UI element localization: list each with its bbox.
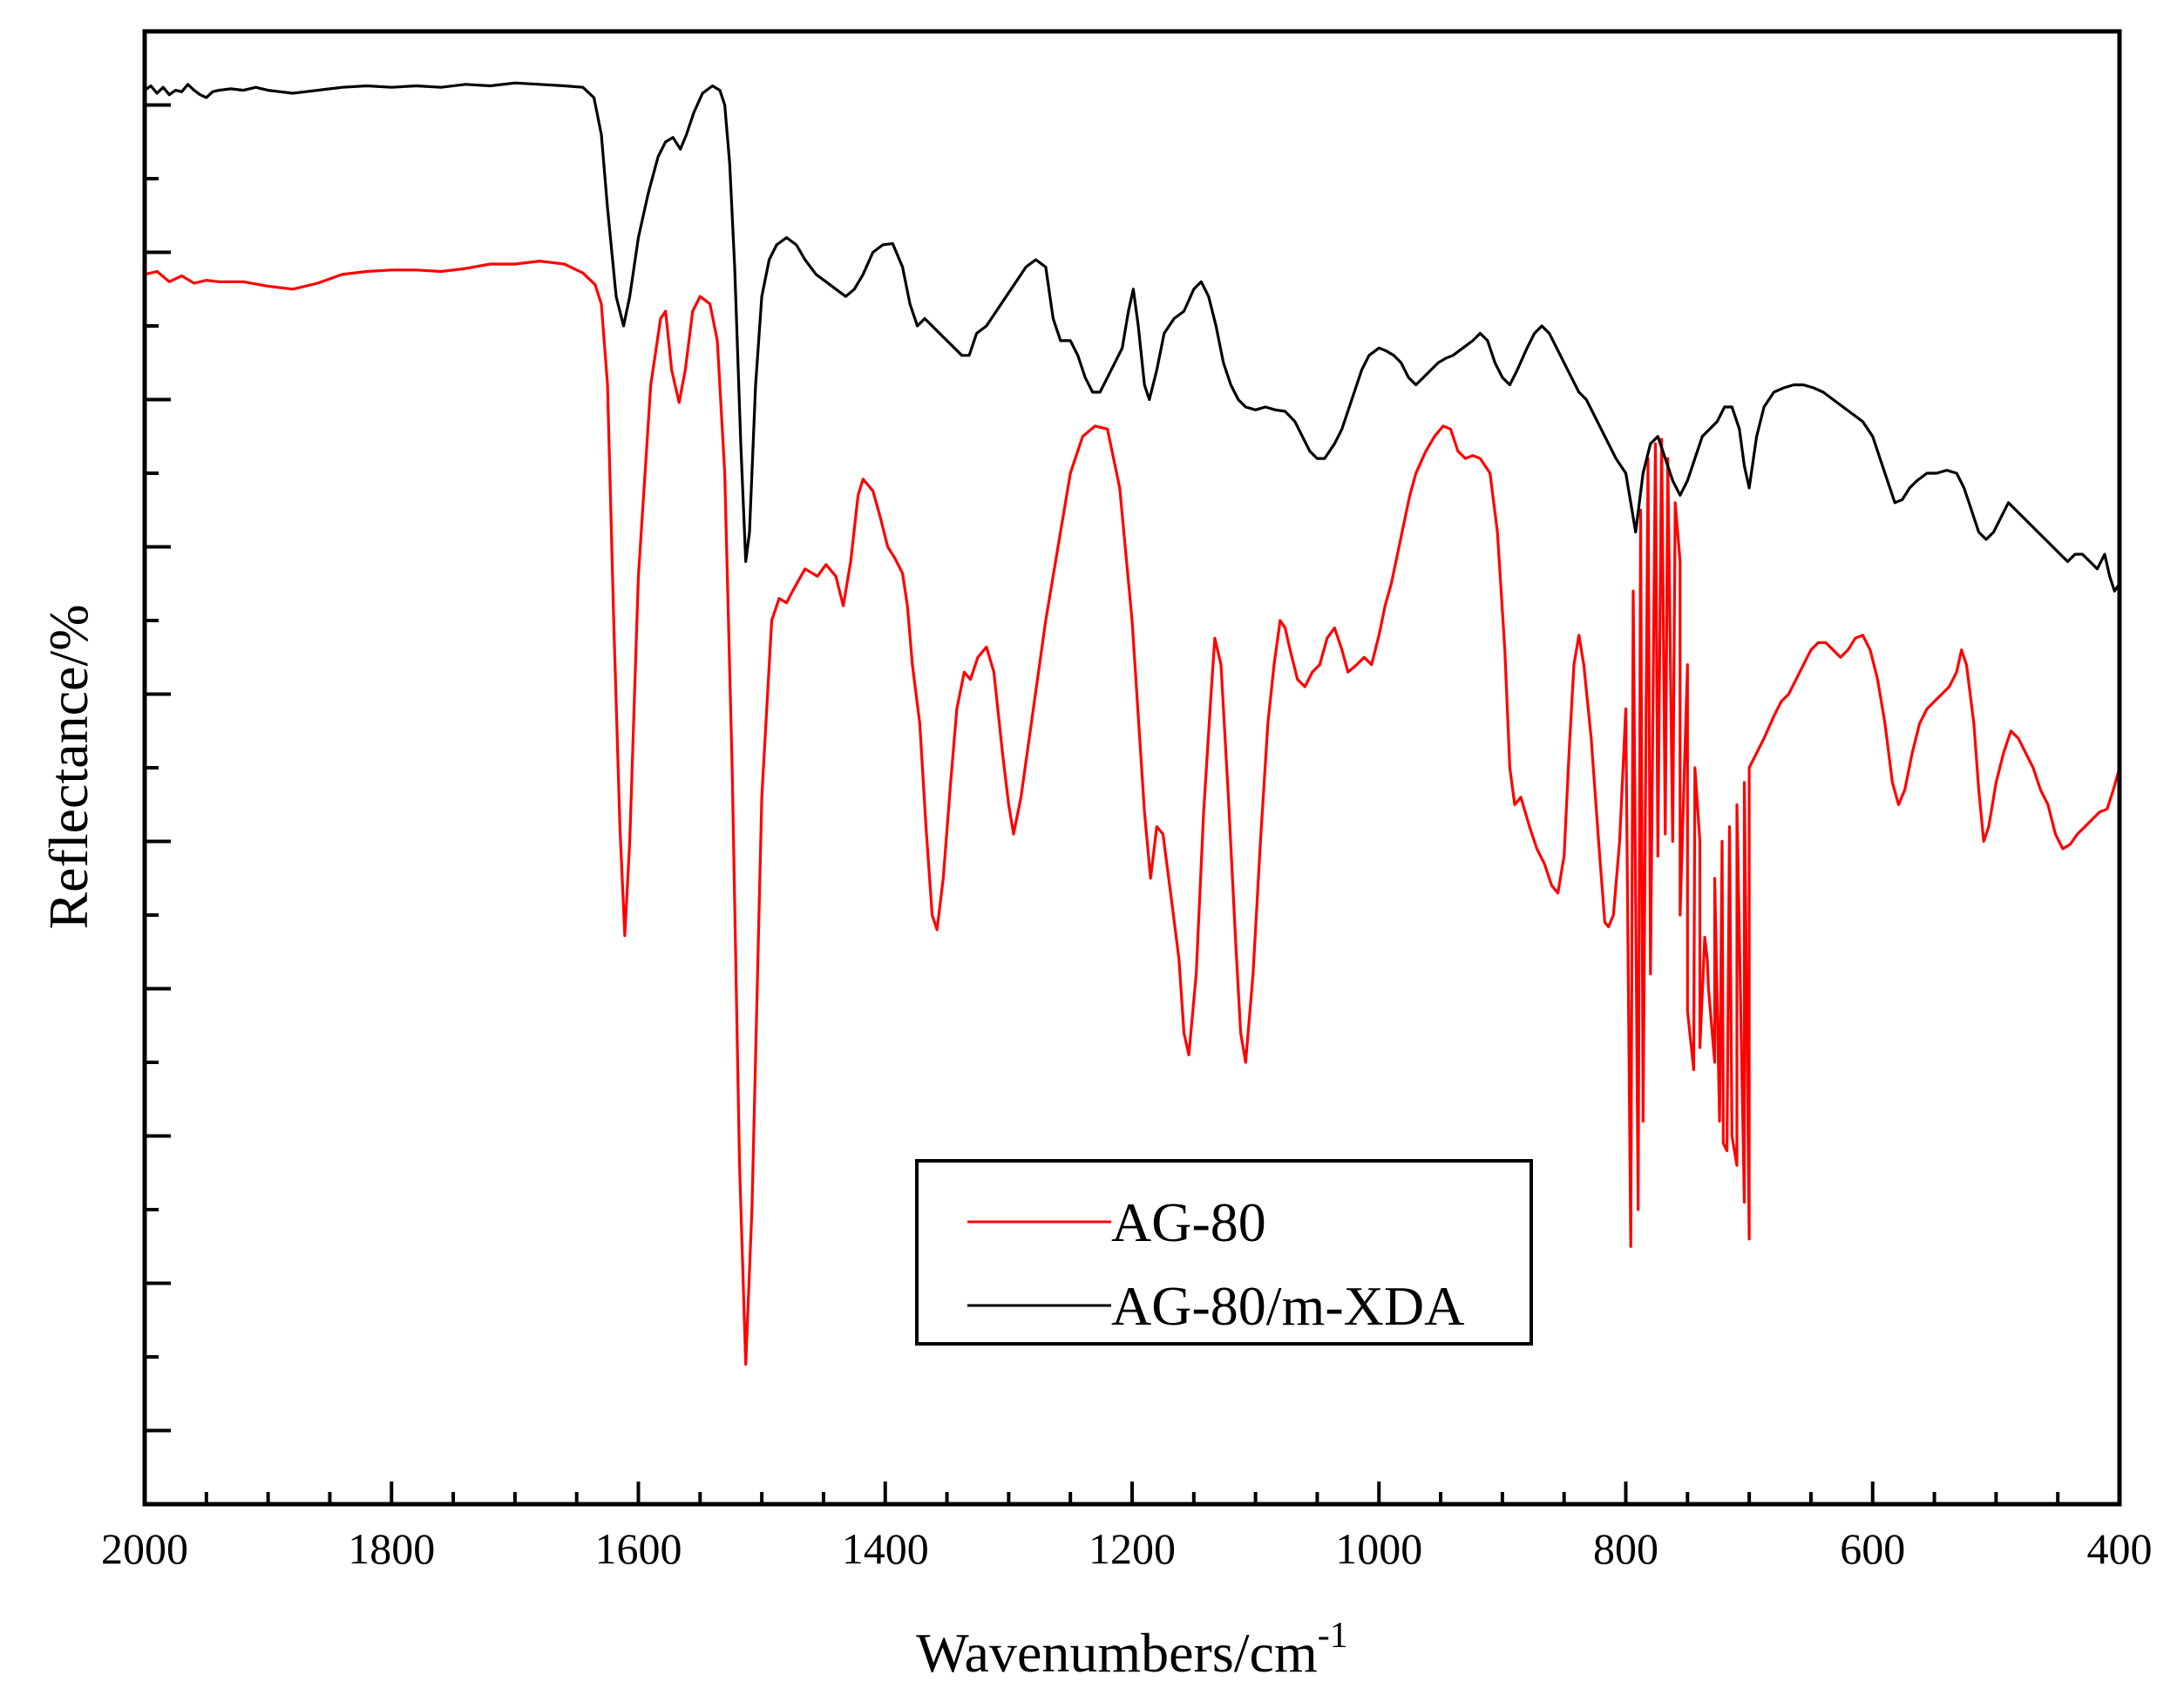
x-tick-label: 800 (1593, 1524, 1658, 1573)
x-tick-label: 2000 (101, 1524, 188, 1573)
legend-label-ag80: AG-80 (1111, 1191, 1266, 1253)
x-axis-title-superscript: -1 (1318, 1616, 1348, 1656)
legend-box (915, 1159, 1533, 1346)
x-axis-ticks: 2000 1800 1600 1400 1200 1000 800 600 400 (101, 1482, 2153, 1573)
x-axis-title-text: Wavenumbers/cm (916, 1622, 1317, 1684)
y-axis-ticks (145, 103, 171, 1433)
legend: AG-80 AG-80/m-XDA (915, 1159, 1533, 1346)
x-tick-label: 600 (1840, 1524, 1905, 1573)
series-line-ag80-mxda (144, 81, 2121, 593)
x-axis-title: Wavenumbers/cm-1 (916, 1616, 1347, 1684)
x-tick-label: 1000 (1335, 1524, 1422, 1573)
x-tick-label: 1800 (348, 1524, 435, 1573)
x-tick-label: 1200 (1089, 1524, 1176, 1573)
series-line-ag80 (144, 260, 2121, 1366)
x-tick-label: 1600 (595, 1524, 682, 1573)
y-axis-title: Reflectance/% (37, 604, 99, 929)
legend-label-ag80-mxda: AG-80/m-XDA (1111, 1275, 1464, 1337)
x-tick-label: 1400 (842, 1524, 929, 1573)
x-tick-label: 400 (2087, 1524, 2153, 1573)
series-layer (144, 81, 2121, 1366)
